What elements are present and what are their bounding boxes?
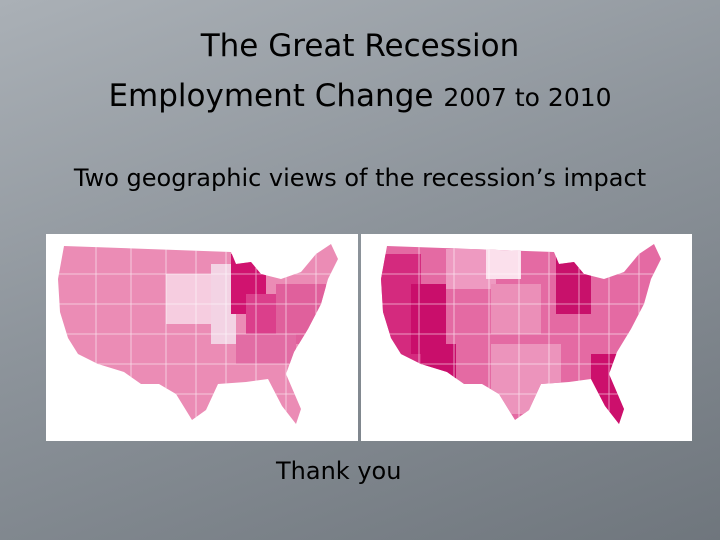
subtitle: Two geographic views of the recession’s …: [73, 164, 647, 192]
title-dates: 2007 to 2010: [443, 83, 612, 112]
closing-text: Thank you: [276, 457, 402, 485]
title-text: Employment Change: [108, 78, 434, 114]
title-line: Employment Change 2007 to 2010: [0, 78, 720, 114]
map-left: [46, 234, 358, 441]
title-line: The Great Recession: [200, 28, 520, 64]
map-right: [361, 234, 692, 441]
